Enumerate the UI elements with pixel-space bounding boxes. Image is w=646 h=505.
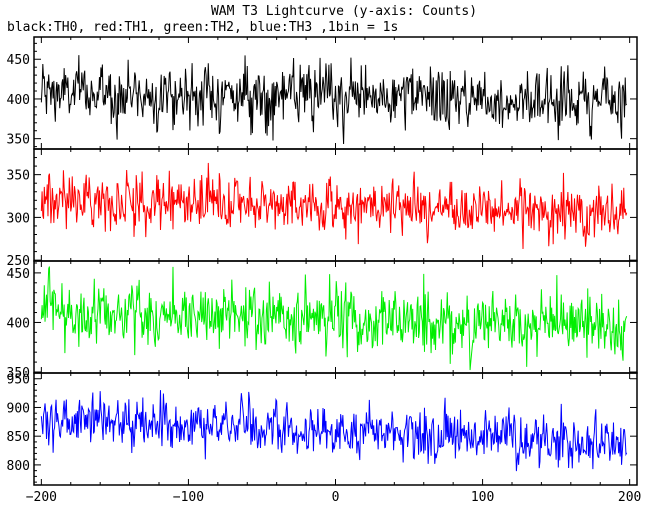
x-tick-label: 100	[471, 490, 494, 505]
y-tick-label: 400	[7, 93, 30, 108]
x-tick-label: 200	[618, 490, 641, 505]
chart-title: WAM T3 Lightcurve (y-axis: Counts)	[211, 4, 477, 19]
y-tick-label: 250	[7, 254, 30, 269]
y-tick-label: 400	[7, 316, 30, 331]
y-tick-label: 800	[7, 459, 30, 474]
y-tick-label: 450	[7, 53, 30, 68]
panel-th1: 250 300 350	[7, 148, 638, 269]
panel-th2: 350 400 450	[7, 260, 638, 381]
series-th2-line	[40, 266, 628, 371]
y-tick-label: 350	[7, 133, 30, 148]
x-tick-label: 0	[332, 490, 340, 505]
panel-th0: 350 400 450	[7, 36, 638, 150]
series-th3-line	[40, 390, 628, 472]
panel-th3: 800 850 900 950	[7, 372, 638, 486]
x-axis: −200 −100 0 100 200	[26, 490, 642, 505]
y-tick-label: 300	[7, 211, 30, 226]
chart-subtitle: black:TH0, red:TH1, green:TH2, blue:TH3 …	[7, 20, 398, 35]
y-tick-label: 450	[7, 267, 30, 282]
y-tick-label: 950	[7, 373, 30, 388]
y-tick-label: 850	[7, 430, 30, 445]
y-tick-label: 900	[7, 401, 30, 416]
y-tick-label: 350	[7, 366, 30, 381]
x-tick-label: −200	[26, 490, 57, 505]
x-tick-label: −100	[173, 490, 204, 505]
series-th0-line	[40, 55, 628, 144]
y-tick-label: 350	[7, 169, 30, 184]
series-th1-line	[40, 162, 628, 249]
